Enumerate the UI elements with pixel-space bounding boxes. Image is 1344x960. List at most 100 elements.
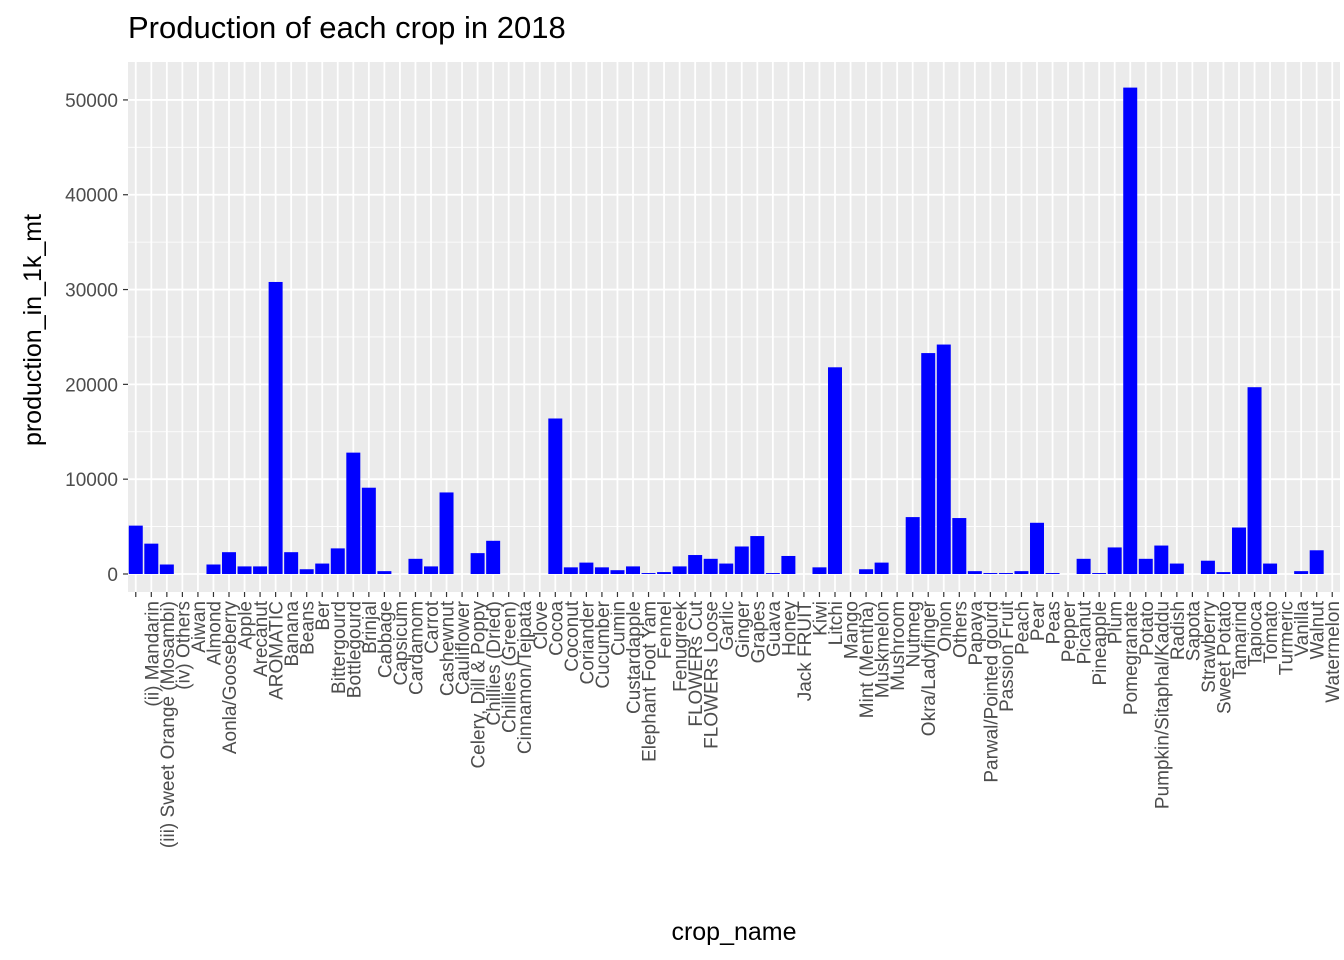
x-tick-label: Mushroom (888, 601, 909, 691)
bar (1169, 563, 1184, 574)
bar (936, 344, 951, 574)
x-tick-label: Honey (779, 601, 800, 656)
x-tick-label: Fenugreek (671, 601, 692, 692)
x-tick-label: Kiwi (810, 601, 831, 636)
x-tick-label: Cinnamon/Tejpata (515, 601, 536, 755)
x-tick-label: Sweet Potato (1214, 601, 1235, 714)
bar (563, 567, 578, 574)
x-tick-label: Aonla/Gooseberry (220, 601, 241, 755)
x-tick-label: Okra/Ladyfinger (919, 600, 940, 736)
x-tick-label: Garlic (717, 601, 738, 651)
bar (548, 418, 563, 574)
x-tick-label: Ginger (733, 600, 754, 658)
x-tick-label: Tomato (1261, 601, 1282, 663)
x-tick-label: Peach (1012, 601, 1033, 655)
x-tick-label: Mint (Mentha) (857, 601, 878, 718)
x-tick-label: Bittergourd (329, 601, 350, 694)
bar (952, 518, 967, 574)
bar (750, 536, 765, 574)
x-tick-label: (iii) Sweet Orange (Mosambi) (158, 601, 179, 848)
bar (610, 570, 625, 574)
bar (703, 558, 718, 574)
bar (1123, 87, 1138, 574)
x-tick-label: Litchi (826, 601, 847, 645)
x-tick-label: (ii) Mandarin (142, 601, 163, 707)
x-tick-label: Others (950, 601, 971, 658)
bar (1263, 563, 1278, 574)
x-tick-label: Cardamom (406, 601, 427, 695)
x-tick-label: Potato (1137, 601, 1158, 656)
bar (626, 566, 640, 574)
bar (828, 367, 842, 574)
x-tick-label: Coriander (577, 600, 598, 684)
bar (346, 452, 361, 574)
x-tick-label: Arecanut (251, 600, 272, 677)
bar (424, 566, 438, 574)
bar (672, 566, 687, 574)
bar (688, 555, 703, 574)
x-tick-label: Chillies (Dried) (484, 601, 505, 726)
bar (361, 487, 376, 574)
x-tick-label: Carrot (422, 600, 443, 654)
bar (781, 555, 796, 574)
bar (1014, 571, 1029, 574)
x-tick-label: Beans (298, 601, 319, 655)
bar (377, 571, 392, 574)
x-tick-label: Pepper (1059, 600, 1080, 662)
x-tick-label: FLOWERs Cut (686, 600, 707, 726)
x-tick-label: Cauliflower (453, 600, 474, 695)
x-tick-label: Celery, Dill & Poppy (469, 601, 490, 769)
bar (765, 573, 780, 574)
x-tick-label: Nutmeg (904, 601, 925, 668)
x-tick-label: Sapota (1183, 601, 1204, 662)
x-tick-label: AROMATIC (267, 601, 288, 700)
x-tick-label: Pumpkin/Sitaphal/Kaddu (1152, 601, 1173, 809)
chart-title: Production of each crop in 2018 (128, 10, 566, 45)
bar (222, 552, 236, 574)
x-tick-label: Peas (1044, 601, 1065, 644)
bar (439, 492, 454, 574)
x-tick-label: Parwal/Pointed gourd (981, 601, 1002, 783)
x-tick-label: Pineapple (1090, 601, 1111, 686)
bar (1200, 560, 1215, 574)
bar (719, 563, 734, 574)
x-tick-label: Aiwan (189, 601, 210, 653)
y-axis-title: production_in_1k_mt (19, 214, 47, 446)
x-tick-label: Coconut (562, 600, 583, 671)
bar (998, 573, 1013, 574)
x-tick-label: Fennel (655, 601, 676, 659)
x-tick-label: Papaya (966, 601, 987, 666)
x-tick-label: Walnut (1308, 600, 1329, 659)
y-tick-label: 10000 (65, 470, 118, 491)
bar (594, 567, 609, 574)
x-tick-label: Ber (313, 600, 334, 630)
x-tick-label: Clove (531, 601, 552, 650)
x-tick-label: Pomegranate (1121, 601, 1142, 715)
bar (905, 517, 920, 574)
bar (299, 569, 314, 574)
x-tick-label: Chillies (Green) (500, 601, 521, 733)
x-tick-label: Vanilla (1292, 601, 1313, 657)
x-tick-label: Watermelon (1323, 601, 1344, 703)
bar (921, 353, 936, 574)
bar (1138, 558, 1153, 574)
y-axis: 0 10000 20000 30000 40000 50000 (65, 91, 128, 586)
x-tick-label: Tamarind (1230, 601, 1251, 679)
bar (144, 543, 159, 574)
bar (734, 546, 749, 574)
bar (1045, 573, 1060, 574)
bar (874, 562, 889, 574)
x-tick-label: Elephant Foot Yam (640, 601, 661, 762)
grid-lines (128, 62, 1340, 592)
x-tick-label: Apple (236, 601, 257, 650)
x-axis-title: crop_name (671, 918, 796, 946)
x-tick-label: Passion Fruit (997, 600, 1018, 712)
bar (1247, 387, 1262, 574)
x-tick-label: FLOWERs Loose (702, 601, 723, 749)
x-tick-label: Custardapple (624, 601, 645, 714)
x-tick-label: Cucumber (593, 600, 614, 688)
plot-panel (128, 62, 1340, 592)
x-tick-label: Cabbage (375, 601, 396, 678)
bar (1030, 522, 1044, 574)
